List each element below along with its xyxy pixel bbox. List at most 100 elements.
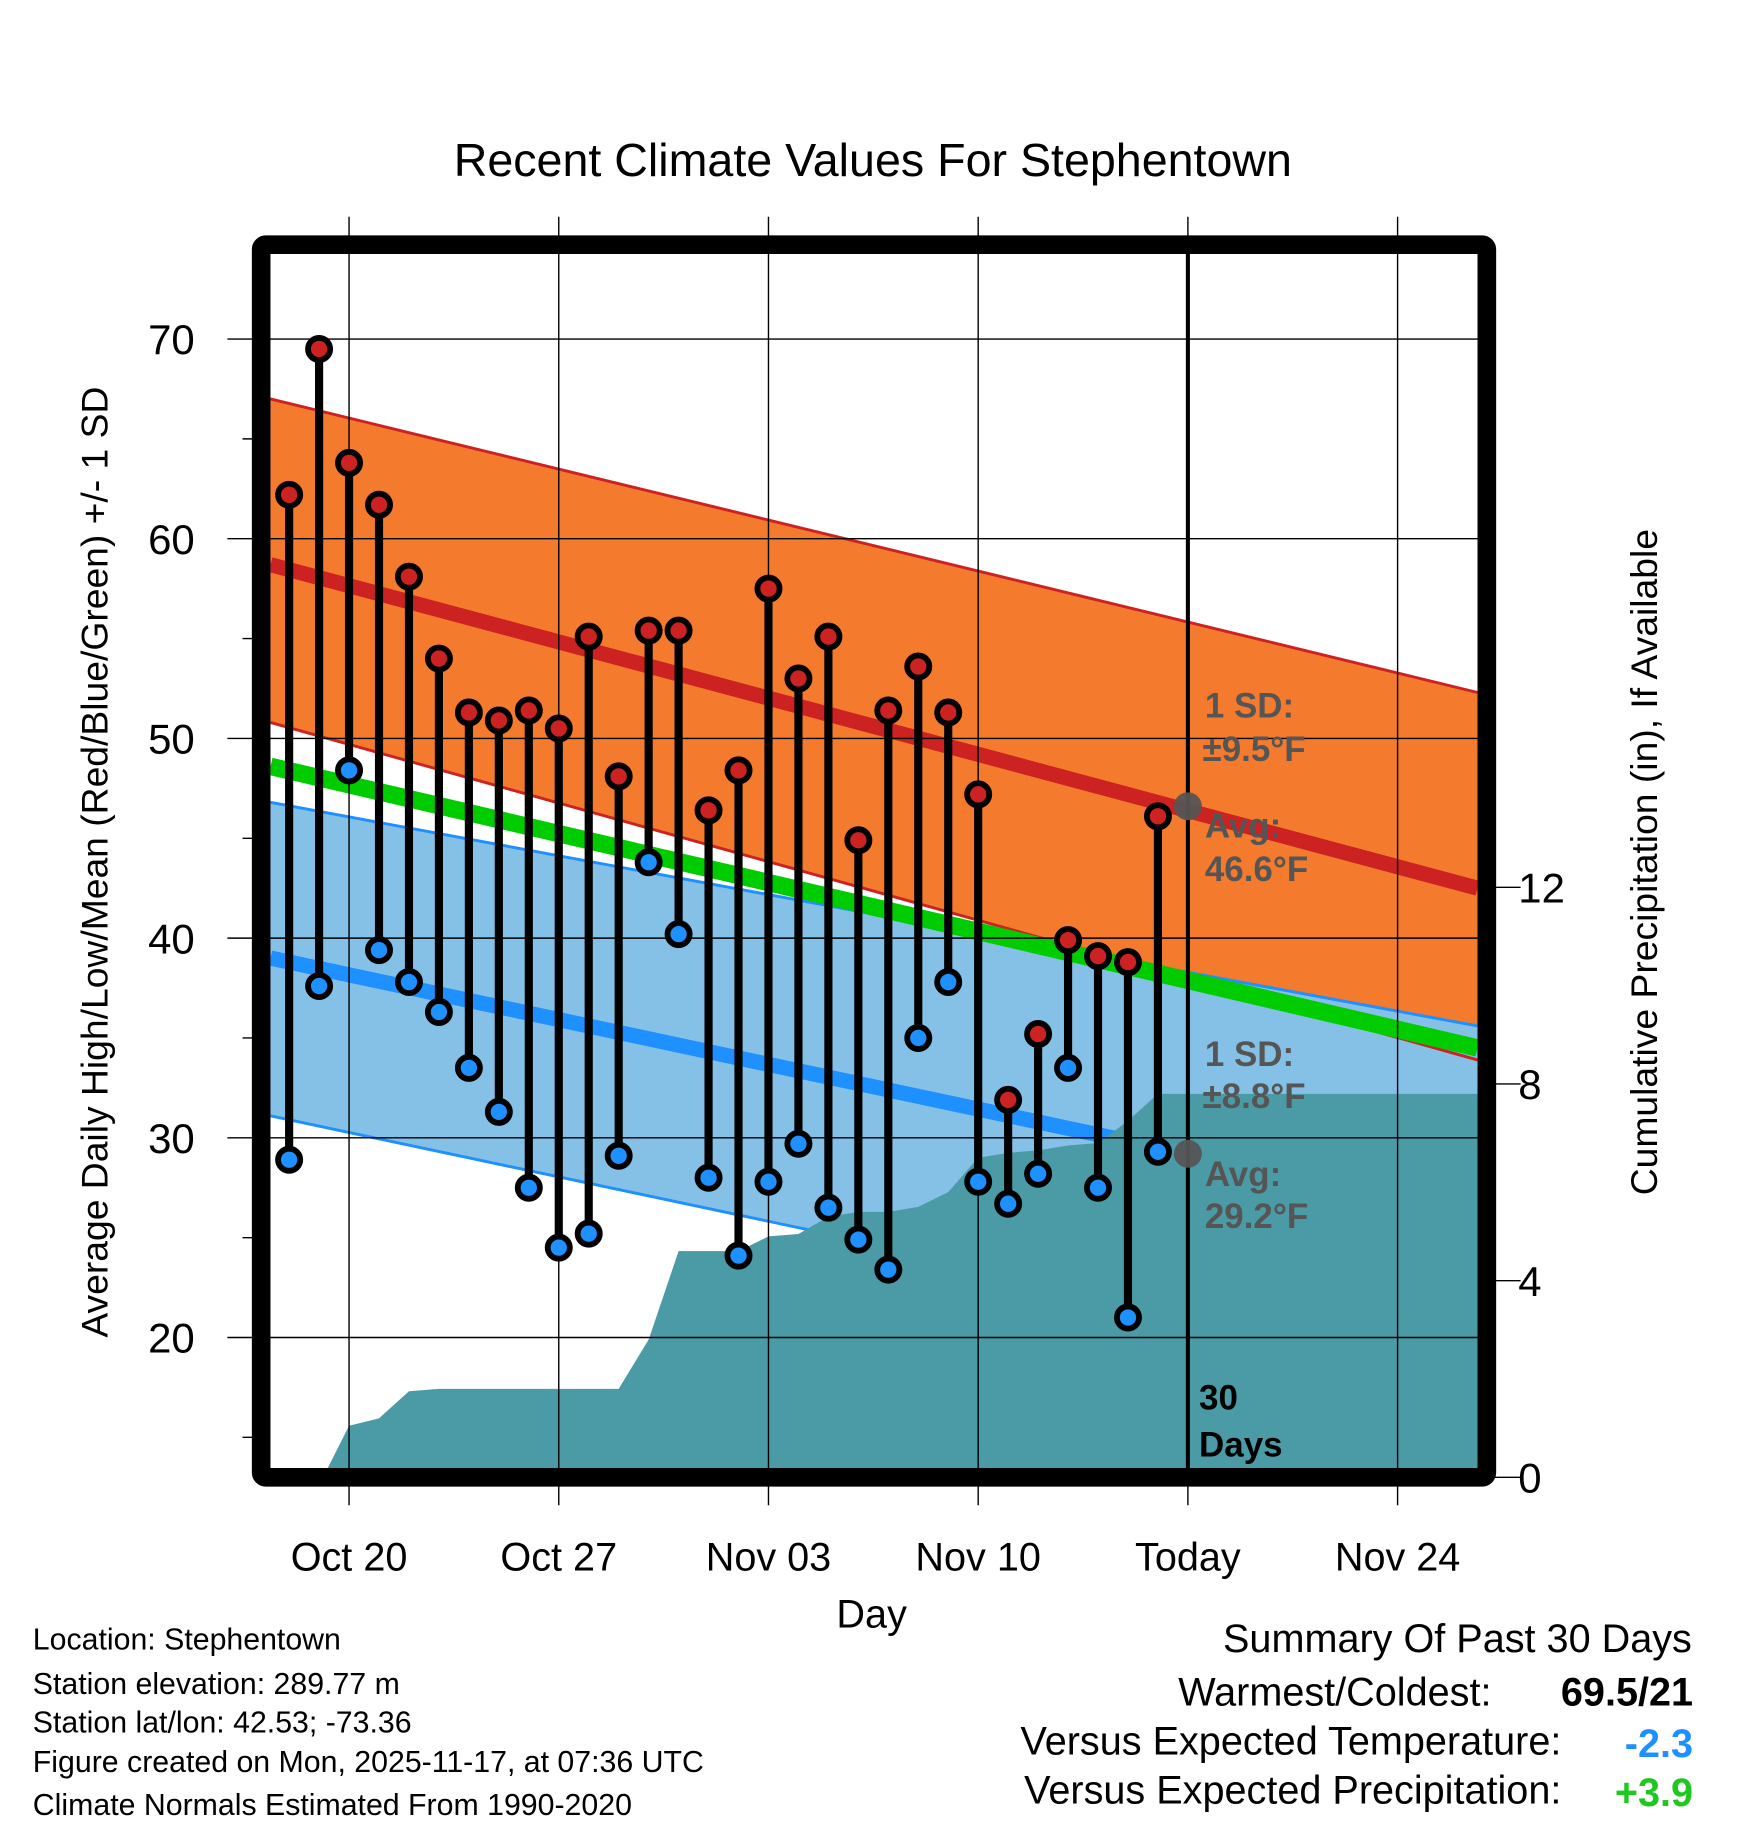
daily-low-point <box>484 1097 513 1126</box>
y2-tick-label: 12 <box>1518 864 1565 911</box>
chart-title: Recent Climate Values For Stephentown <box>454 134 1292 186</box>
y-axis-label: Average Daily High/Low/Mean (Red/Blue/Gr… <box>73 387 115 1338</box>
daily-high-point <box>694 796 723 825</box>
daily-high-point <box>394 562 423 591</box>
window-days-unit: Days <box>1199 1425 1283 1464</box>
low-sd-label: 1 SD: <box>1205 1035 1294 1074</box>
y-tick-label: 70 <box>148 316 195 363</box>
latlon-text: Station lat/lon: 42.53; -73.36 <box>33 1706 412 1739</box>
temp-vs-expected-label: Versus Expected Temperature: <box>1020 1720 1561 1764</box>
daily-high-point <box>1084 942 1112 971</box>
daily-low-point <box>365 936 393 965</box>
daily-high-point <box>275 480 304 509</box>
daily-high-point <box>365 490 393 519</box>
daily-high-point <box>784 664 813 693</box>
daily-low-point <box>574 1219 603 1248</box>
daily-high-point <box>424 644 453 673</box>
daily-low-point <box>634 848 663 877</box>
daily-low-point <box>694 1163 723 1192</box>
y-tick-label: 50 <box>148 716 195 763</box>
y-tick-label: 60 <box>148 516 195 563</box>
daily-low-point <box>514 1173 543 1202</box>
daily-low-point <box>904 1023 933 1052</box>
daily-marks <box>275 253 1202 1471</box>
warmest-coldest-label: Warmest/Coldest: <box>1178 1671 1491 1715</box>
high-avg-line <box>270 557 1478 896</box>
daily-high-point <box>634 616 663 645</box>
daily-high-point <box>454 698 483 727</box>
daily-low-point <box>1054 1053 1083 1082</box>
x-tick-label: Oct 20 <box>291 1536 408 1580</box>
precip-vs-expected-label: Versus Expected Precipitation: <box>1024 1769 1561 1813</box>
temp-vs-expected-value: -2.3 <box>1625 1722 1693 1766</box>
warmest-coldest-value: 69.5/21 <box>1561 1671 1693 1715</box>
high-sd-label: 1 SD: <box>1205 687 1294 726</box>
daily-low-point <box>454 1053 483 1082</box>
daily-low-point <box>994 1189 1023 1218</box>
daily-high-point <box>335 448 364 477</box>
summary-title: Summary Of Past 30 Days <box>1223 1617 1692 1661</box>
elevation-text: Station elevation: 289.77 m <box>33 1668 400 1701</box>
daily-low-point <box>544 1233 573 1262</box>
daily-high-point <box>844 826 873 855</box>
y-tick-label: 40 <box>148 915 195 962</box>
x-tick-label: Nov 24 <box>1335 1536 1461 1580</box>
daily-low-point <box>724 1241 753 1270</box>
daily-low-point <box>604 1141 633 1170</box>
daily-high-point <box>874 696 903 725</box>
daily-high-point <box>934 698 963 727</box>
y2-tick-label: 8 <box>1518 1061 1541 1108</box>
daily-low-point <box>814 1193 843 1222</box>
y2-axis-ticks: 0 4 8 12 <box>1518 864 1565 1501</box>
x-tick-label: Today <box>1135 1536 1241 1580</box>
daily-low-point <box>1113 1303 1142 1332</box>
daily-high-point <box>305 335 334 364</box>
daily-high-point <box>1054 926 1083 955</box>
daily-high-point <box>1024 1019 1053 1048</box>
x-tick-label: Nov 10 <box>915 1536 1041 1580</box>
daily-low-point <box>934 968 963 997</box>
normals-text: Climate Normals Estimated From 1990-2020 <box>33 1789 632 1822</box>
today-low-avg-marker <box>1173 1139 1202 1168</box>
y-tick-label: 20 <box>148 1315 195 1362</box>
y-axis-ticks: 20 30 40 50 60 70 <box>148 316 195 1361</box>
daily-low-point <box>874 1255 903 1284</box>
daily-high-point <box>754 574 783 603</box>
daily-low-point <box>275 1145 304 1174</box>
daily-high-point <box>1143 802 1172 831</box>
low-avg-label: Avg: <box>1205 1155 1281 1194</box>
high-sd-value: ±9.5°F <box>1203 730 1306 769</box>
daily-high-point <box>514 696 543 725</box>
low-sd-value: ±8.8°F <box>1203 1077 1306 1116</box>
daily-low-point <box>754 1167 783 1196</box>
x-axis-label: Day <box>836 1593 907 1637</box>
y2-tick-label: 0 <box>1518 1454 1541 1501</box>
daily-high-point <box>664 616 693 645</box>
daily-low-point <box>1084 1173 1112 1202</box>
summary-panel: Summary Of Past 30 Days Warmest/Coldest:… <box>1020 1617 1693 1815</box>
daily-low-point <box>964 1167 993 1196</box>
created-text: Figure created on Mon, 2025-11-17, at 07… <box>33 1746 704 1779</box>
daily-low-point <box>844 1225 873 1254</box>
daily-low-point <box>1143 1137 1172 1166</box>
daily-low-point <box>335 756 364 785</box>
daily-high-point <box>544 714 573 743</box>
high-avg-label: Avg: <box>1205 807 1281 846</box>
x-tick-label: Oct 27 <box>500 1536 617 1580</box>
window-days-number: 30 <box>1199 1379 1238 1418</box>
daily-high-point <box>484 706 513 735</box>
daily-high-point <box>604 762 633 791</box>
daily-high-point <box>814 622 843 651</box>
today-high-avg-marker <box>1173 792 1202 821</box>
low-avg-value: 29.2°F <box>1205 1197 1308 1236</box>
y2-axis-label: Cumulative Precipitation (in), If Availa… <box>1623 529 1665 1195</box>
daily-low-point <box>1024 1159 1053 1188</box>
y2-tick-label: 4 <box>1518 1258 1541 1305</box>
daily-high-point <box>574 622 603 651</box>
daily-high-point <box>1113 948 1142 977</box>
daily-low-point <box>394 968 423 997</box>
daily-high-point <box>994 1085 1023 1114</box>
daily-high-point <box>964 780 993 809</box>
high-upper-sd-line <box>270 397 1478 694</box>
